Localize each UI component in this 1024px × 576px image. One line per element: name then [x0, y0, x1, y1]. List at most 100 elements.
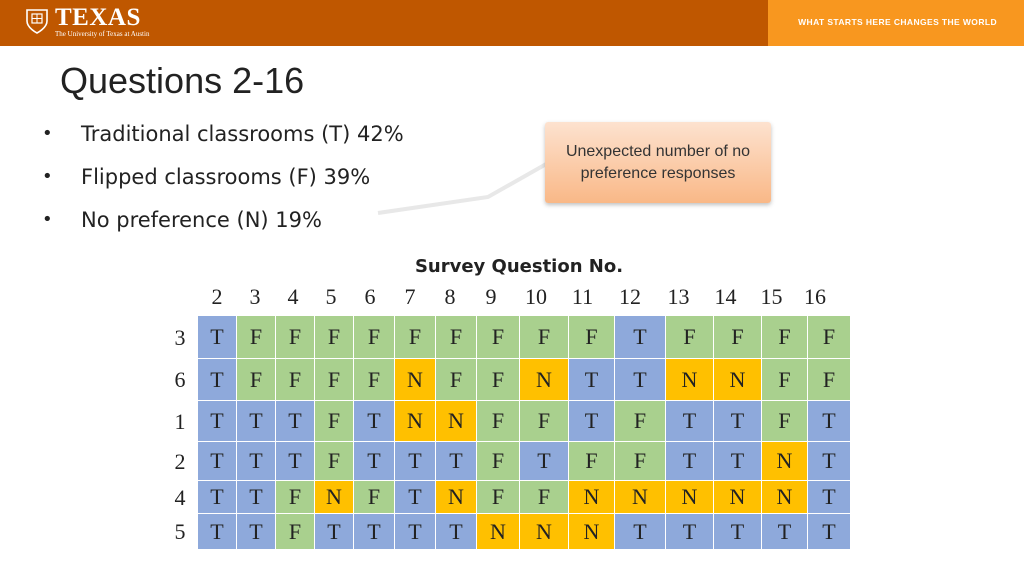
response-cell: F [520, 316, 568, 358]
question-number-header: 2 3 4 5 6 7 8 9 10 11 12 13 14 15 16 [198, 284, 836, 310]
response-cell: T [276, 442, 314, 480]
bullet-icon: • [42, 209, 53, 230]
response-cell: F [354, 481, 394, 513]
response-cell: T [615, 359, 665, 400]
question-number: 16 [804, 284, 826, 309]
response-cell: F [354, 316, 394, 358]
row-label: 6 [174, 367, 186, 392]
response-cell: N [520, 359, 568, 400]
response-cell: T [569, 401, 614, 441]
row-labels: 3 6 1 2 4 5 [168, 316, 192, 550]
response-cell: T [666, 514, 713, 549]
response-cell: F [276, 514, 314, 549]
row-label: 5 [174, 519, 186, 544]
response-cell: F [354, 359, 394, 400]
response-cell: F [477, 442, 519, 480]
bullet-item: • Traditional classrooms (T) 42% [42, 112, 404, 155]
response-cell: T [615, 514, 665, 549]
table-title: Survey Question No. [414, 256, 624, 277]
response-cell: N [395, 401, 435, 441]
response-cell: N [315, 481, 353, 513]
response-cell: N [436, 401, 476, 441]
bullet-icon: • [42, 166, 53, 187]
response-cell: F [276, 316, 314, 358]
response-cell: F [666, 316, 713, 358]
question-number: 5 [325, 284, 337, 309]
bullet-item: • No preference (N) 19% [42, 198, 404, 241]
response-cell: F [569, 442, 614, 480]
question-number: 15 [760, 284, 783, 309]
response-cell: T [315, 514, 353, 549]
header-bar: TEXAS The University of Texas at Austin … [0, 0, 1024, 46]
response-cell: T [354, 514, 394, 549]
response-cell: N [477, 514, 519, 549]
response-cell: T [666, 401, 713, 441]
response-cell: F [520, 401, 568, 441]
bullet-icon: • [42, 123, 53, 144]
response-cell: F [808, 359, 850, 400]
response-cell: T [395, 481, 435, 513]
response-cell: T [714, 442, 761, 480]
response-cell: T [666, 442, 713, 480]
response-cell: N [762, 481, 807, 513]
response-cell: T [436, 442, 476, 480]
response-cell: T [237, 442, 275, 480]
response-cell: F [237, 316, 275, 358]
response-cell: F [315, 442, 353, 480]
response-cell: F [436, 359, 476, 400]
response-cell: T [237, 481, 275, 513]
logo-wordmark: TEXAS [55, 4, 141, 31]
callout-box: Unexpected number of no preference respo… [545, 122, 771, 203]
response-cell: F [762, 401, 807, 441]
response-cell: F [615, 401, 665, 441]
response-cell: N [666, 359, 713, 400]
response-cell: N [569, 514, 614, 549]
response-cell: T [808, 442, 850, 480]
slide-title: Questions 2-16 [60, 60, 305, 101]
bullet-text: Traditional classrooms (T) 42% [81, 121, 404, 146]
response-cell: F [477, 401, 519, 441]
response-cell: F [477, 359, 519, 400]
response-cell: T [354, 442, 394, 480]
response-cell: T [198, 514, 236, 549]
question-number: 10 [525, 284, 547, 309]
response-cell: T [354, 401, 394, 441]
response-cell: F [477, 316, 519, 358]
row-label: 3 [174, 324, 186, 350]
response-cell: N [520, 514, 568, 549]
response-cell: T [237, 514, 275, 549]
response-cell: T [569, 359, 614, 400]
response-cell: F [315, 316, 353, 358]
response-cell: F [615, 442, 665, 480]
response-cell: F [520, 481, 568, 513]
shield-icon [26, 9, 48, 34]
response-cell: F [808, 316, 850, 358]
response-cell: F [315, 401, 353, 441]
response-cell: T [395, 442, 435, 480]
response-cell: N [666, 481, 713, 513]
response-cell: F [436, 316, 476, 358]
response-cell: F [315, 359, 353, 400]
bullet-text: No preference (N) 19% [81, 207, 322, 232]
response-cell: T [808, 481, 850, 513]
response-cell: F [569, 316, 614, 358]
response-cell: T [198, 442, 236, 480]
question-number: 2 [211, 284, 223, 309]
response-cell: T [276, 401, 314, 441]
header-accent [768, 0, 1024, 46]
response-cell: T [714, 401, 761, 441]
response-cell: F [714, 316, 761, 358]
response-cell: T [615, 316, 665, 358]
response-cell: N [714, 359, 761, 400]
response-cell: F [395, 316, 435, 358]
response-cell: T [762, 514, 807, 549]
response-cell: T [198, 316, 236, 358]
response-cell: T [808, 401, 850, 441]
response-cell: T [198, 359, 236, 400]
response-cell: F [276, 359, 314, 400]
response-cell: T [714, 514, 761, 549]
row-label: 1 [174, 408, 186, 434]
tagline: WHAT STARTS HERE CHANGES THE WORLD [798, 17, 997, 27]
